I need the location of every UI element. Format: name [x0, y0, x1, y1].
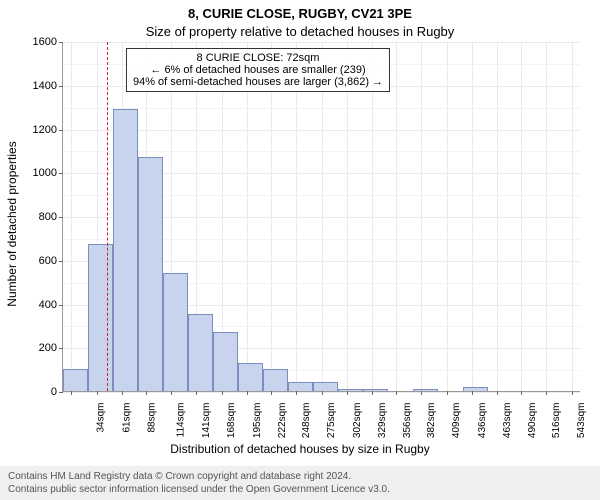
x-tick-label: 302sqm: [352, 403, 363, 439]
y-tick-label: 800: [39, 211, 57, 223]
x-axis-label: Distribution of detached houses by size …: [0, 442, 600, 456]
histogram-bars: [63, 42, 580, 391]
chart-title-line2: Size of property relative to detached ho…: [0, 24, 600, 39]
x-tick-label: 222sqm: [277, 403, 288, 439]
x-tick-mark: [546, 391, 547, 395]
histogram-bar: [463, 387, 488, 391]
x-tick-label: 114sqm: [175, 403, 186, 438]
x-tick-mark: [421, 391, 422, 395]
histogram-bar: [413, 389, 438, 391]
footer-attribution: Contains HM Land Registry data © Crown c…: [0, 466, 600, 500]
x-tick-mark: [296, 391, 297, 395]
histogram-bar: [363, 389, 388, 391]
y-tick-mark: [59, 173, 63, 174]
x-tick-label: 382sqm: [426, 403, 437, 439]
histogram-bar: [313, 382, 338, 391]
histogram-bar: [88, 244, 113, 391]
y-tick-mark: [59, 348, 63, 349]
x-tick-mark: [322, 391, 323, 395]
histogram-bar: [188, 314, 213, 391]
histogram-bar: [338, 389, 363, 391]
x-tick-mark: [472, 391, 473, 395]
x-tick-label: 275sqm: [326, 403, 337, 439]
y-tick-mark: [59, 392, 63, 393]
histogram-bar: [213, 332, 238, 391]
y-tick-mark: [59, 86, 63, 87]
property-marker-line: [107, 42, 108, 391]
histogram-bar: [288, 382, 313, 391]
x-tick-mark: [372, 391, 373, 395]
y-tick-mark: [59, 42, 63, 43]
y-axis-label: Number of detached properties: [5, 49, 19, 399]
x-tick-label: 409sqm: [451, 403, 462, 439]
x-tick-label: 463sqm: [502, 403, 513, 439]
x-tick-mark: [122, 391, 123, 395]
x-tick-mark: [146, 391, 147, 395]
histogram-bar: [238, 363, 263, 391]
annotation-box: 8 CURIE CLOSE: 72sqm← 6% of detached hou…: [126, 48, 390, 92]
x-tick-label: 141sqm: [201, 403, 212, 439]
x-tick-label: 195sqm: [252, 403, 263, 439]
x-tick-mark: [97, 391, 98, 395]
x-tick-mark: [521, 391, 522, 395]
x-tick-label: 356sqm: [402, 403, 413, 439]
x-tick-mark: [497, 391, 498, 395]
y-tick-label: 600: [39, 255, 57, 267]
x-tick-label: 329sqm: [377, 403, 388, 439]
x-tick-mark: [396, 391, 397, 395]
x-tick-mark: [572, 391, 573, 395]
y-tick-mark: [59, 261, 63, 262]
x-tick-mark: [196, 391, 197, 395]
y-tick-label: 1600: [33, 36, 57, 48]
x-tick-label: 436sqm: [477, 403, 488, 439]
y-tick-mark: [59, 217, 63, 218]
histogram-bar: [263, 369, 288, 391]
annotation-line: ← 6% of detached houses are smaller (239…: [133, 64, 383, 76]
annotation-line: 94% of semi-detached houses are larger (…: [133, 76, 383, 88]
annotation-line: 8 CURIE CLOSE: 72sqm: [133, 52, 383, 64]
y-tick-label: 400: [39, 299, 57, 311]
y-tick-label: 1000: [33, 167, 57, 179]
footer-line2: Contains public sector information licen…: [8, 483, 592, 496]
footer-line1: Contains HM Land Registry data © Crown c…: [8, 470, 592, 483]
x-tick-label: 168sqm: [227, 403, 238, 439]
x-tick-mark: [171, 391, 172, 395]
x-tick-label: 34sqm: [96, 403, 107, 433]
y-tick-label: 200: [39, 342, 57, 354]
y-tick-label: 0: [51, 386, 57, 398]
histogram-bar: [113, 109, 138, 391]
histogram-bar: [138, 157, 163, 391]
y-tick-mark: [59, 305, 63, 306]
x-tick-label: 490sqm: [527, 403, 538, 439]
chart-title-line1: 8, CURIE CLOSE, RUGBY, CV21 3PE: [0, 6, 600, 21]
x-tick-mark: [222, 391, 223, 395]
x-tick-mark: [347, 391, 348, 395]
x-tick-mark: [447, 391, 448, 395]
x-tick-label: 248sqm: [301, 403, 312, 439]
x-tick-mark: [247, 391, 248, 395]
y-tick-mark: [59, 130, 63, 131]
histogram-bar: [63, 369, 88, 391]
x-tick-mark: [71, 391, 72, 395]
y-tick-label: 1200: [33, 124, 57, 136]
plot-area: 8 CURIE CLOSE: 72sqm← 6% of detached hou…: [62, 42, 580, 392]
x-tick-label: 543sqm: [577, 403, 588, 439]
y-tick-label: 1400: [33, 80, 57, 92]
histogram-bar: [163, 273, 188, 391]
chart-container: { "title_line1": "8, CURIE CLOSE, RUGBY,…: [0, 0, 600, 500]
x-tick-label: 61sqm: [121, 403, 132, 433]
x-tick-label: 516sqm: [551, 403, 562, 439]
x-tick-label: 88sqm: [146, 403, 157, 433]
x-tick-mark: [271, 391, 272, 395]
